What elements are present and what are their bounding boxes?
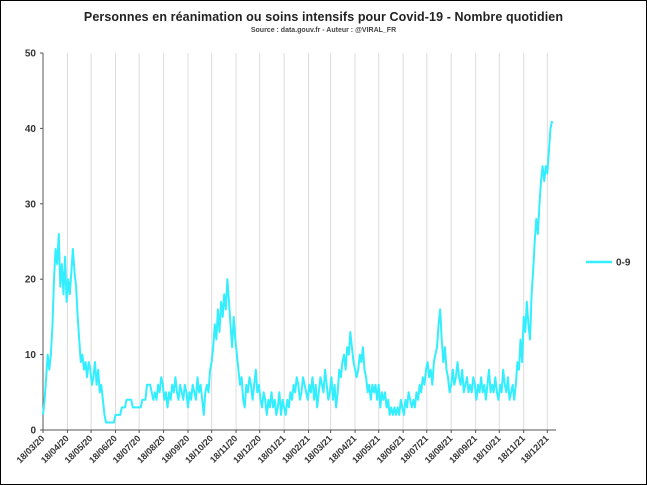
axes bbox=[42, 53, 556, 431]
series-line-0-9 bbox=[42, 120, 554, 424]
chart-subtitle: Source : data.gouv.fr - Auteur : @VIRAL_… bbox=[250, 27, 397, 34]
y-tick-label: 0 bbox=[30, 426, 36, 437]
y-tick-label: 20 bbox=[25, 275, 37, 286]
legend: 0-9 bbox=[586, 258, 631, 269]
y-axis-ticks: 0 10 20 30 40 50 bbox=[25, 49, 43, 437]
x-axis-ticks: 18/03/2018/04/2018/05/2018/06/2018/07/20… bbox=[15, 430, 551, 465]
y-tick-label: 10 bbox=[25, 350, 37, 361]
legend-label: 0-9 bbox=[616, 258, 631, 269]
chart-title: Personnes en réanimation ou soins intens… bbox=[83, 10, 564, 24]
y-tick-label: 30 bbox=[25, 199, 37, 210]
series-lines bbox=[42, 120, 554, 424]
y-tick-label: 50 bbox=[25, 49, 37, 60]
vertical-gridlines bbox=[42, 53, 548, 430]
y-tick-label: 40 bbox=[25, 124, 37, 135]
